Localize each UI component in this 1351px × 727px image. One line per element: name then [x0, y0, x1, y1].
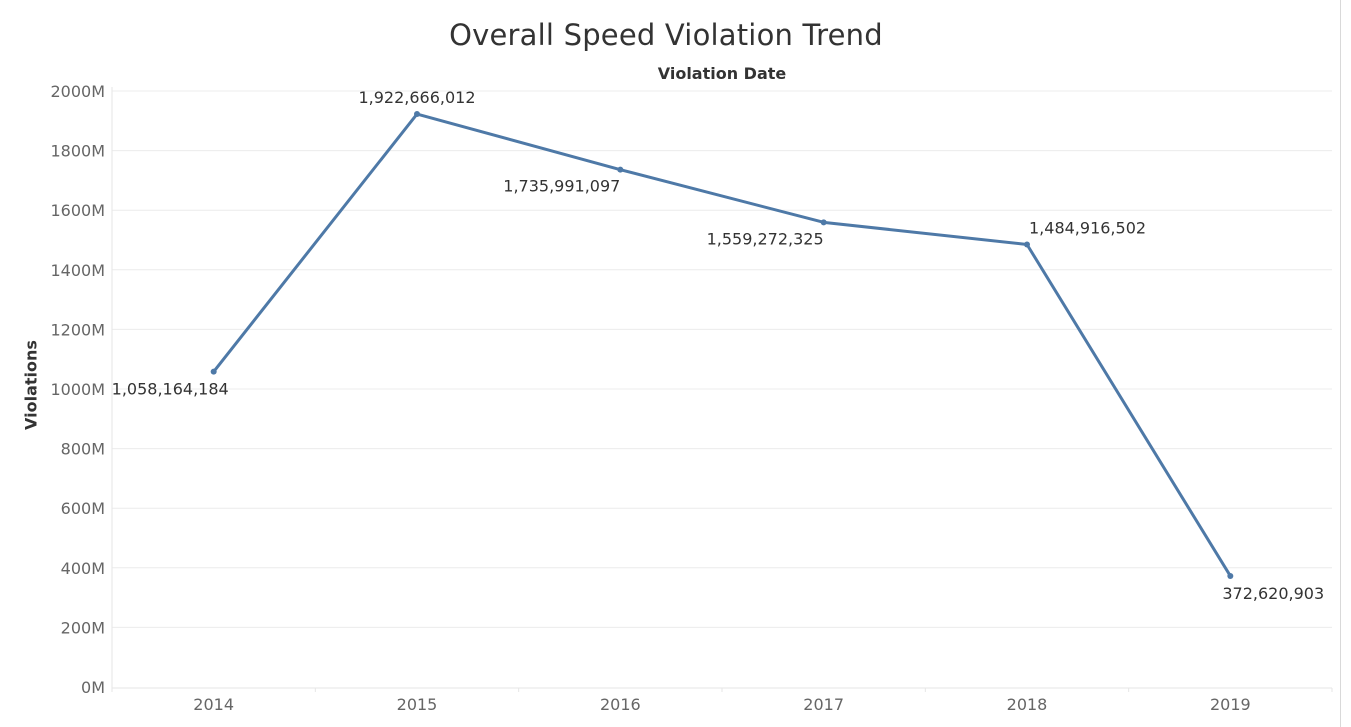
y-tick-label: 0M	[81, 678, 105, 697]
data-label: 1,735,991,097	[503, 177, 620, 196]
y-tick-label: 1200M	[50, 320, 105, 339]
x-tick-label: 2017	[803, 695, 844, 714]
y-axis-ticks: 0M 200M 400M 600M 800M 1000M 1200M 1400M 1600M 18…	[50, 82, 105, 697]
data-label: 1,559,272,325	[707, 229, 824, 248]
data-points	[210, 111, 1234, 579]
x-tick-label: 2019	[1210, 695, 1251, 714]
data-label: 1,484,916,502	[1029, 218, 1146, 237]
x-tick-label: 2016	[600, 695, 641, 714]
y-tick-label: 2000M	[50, 82, 105, 101]
axes	[111, 87, 1333, 692]
data-labels: 1,058,164,184 1,922,666,012 1,735,991,097 1…	[112, 88, 1324, 603]
data-point[interactable]	[1227, 572, 1234, 579]
x-tick-label: 2014	[193, 695, 234, 714]
x-tick-label: 2018	[1007, 695, 1048, 714]
data-label: 372,620,903	[1222, 584, 1324, 603]
y-tick-label: 1600M	[50, 201, 105, 220]
y-tick-label: 800M	[61, 440, 105, 459]
data-point[interactable]	[210, 368, 217, 375]
x-tick-label: 2015	[397, 695, 438, 714]
y-tick-label: 200M	[61, 618, 105, 637]
gridlines	[112, 90, 1332, 628]
series-line-layer	[212, 112, 1232, 578]
chart-title: Overall Speed Violation Trend	[449, 18, 883, 52]
series-line[interactable]	[212, 112, 1232, 578]
column-header-label: Violation Date	[657, 64, 787, 83]
data-label: 1,922,666,012	[358, 88, 475, 107]
data-point[interactable]	[1024, 241, 1030, 248]
y-tick-label: 1800M	[50, 142, 105, 161]
y-tick-label: 400M	[61, 559, 105, 578]
data-point[interactable]	[820, 219, 827, 226]
data-point[interactable]	[617, 166, 624, 173]
data-point[interactable]	[414, 111, 420, 118]
y-tick-label: 600M	[61, 499, 105, 518]
x-axis-ticks: 2014 2015 2016 2017 2018 2019	[193, 695, 1250, 714]
y-tick-label: 1400M	[50, 261, 105, 280]
data-label: 1,058,164,184	[112, 380, 229, 399]
y-tick-label: 1000M	[50, 380, 105, 399]
